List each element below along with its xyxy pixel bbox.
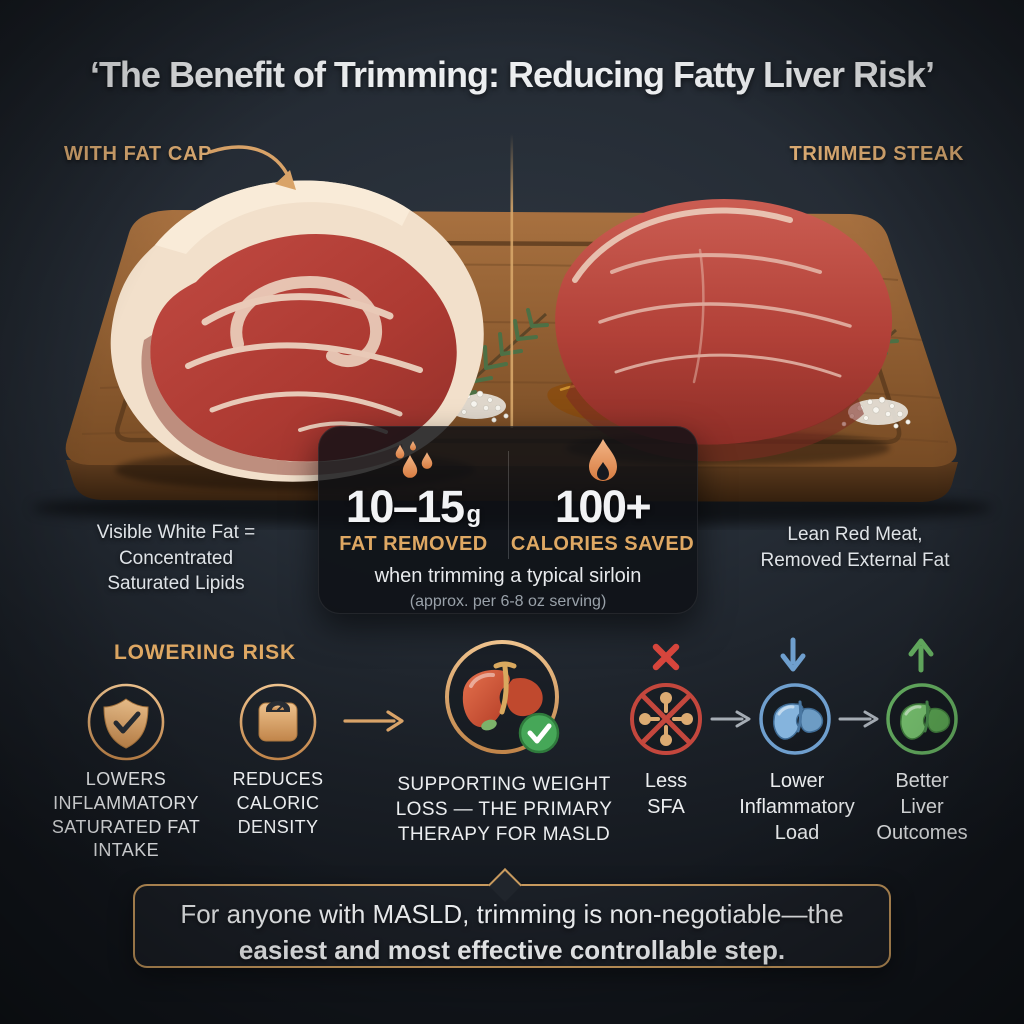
shield-check-icon [87, 683, 165, 761]
stats-subtext: when trimming a typical sirloin [374, 565, 642, 588]
benefit-label-saturated-fat: LOWERS INFLAMMATORY SATURATED FAT INTAKE [51, 769, 201, 861]
scale-icon [239, 683, 317, 761]
callout-line1: For anyone with MASLD, trimming is non-n… [180, 899, 844, 929]
arrow-right-gold-icon [343, 710, 404, 732]
stats-subtext-detail: (approx. per 6-8 oz serving) [409, 593, 607, 611]
no-saturated-fat-icon [630, 683, 702, 755]
down-arrow-icon [780, 637, 806, 672]
calories-saved-value: 100+ [554, 481, 652, 532]
callout-text: For anyone with MASLD, trimming is non-n… [135, 886, 889, 969]
up-arrow-icon [908, 638, 934, 673]
check-badge-icon [518, 712, 560, 754]
droplets-icon [395, 441, 432, 478]
steak-with-fat-cap [110, 180, 484, 490]
stats-card-divider [508, 451, 509, 559]
liver-green-icon [886, 683, 958, 755]
arrow-right-gray-icon [838, 710, 879, 728]
flow-label-less-sfa: Less SFA [644, 770, 688, 818]
stats-card: 10–15 g FAT REMOVED 100+ CALORIES SAVED w… [318, 426, 698, 614]
curved-arrow-icon [208, 145, 296, 190]
steak-photo-scene [32, 134, 992, 526]
right-steak-caption: Lean Red Meat, Removed External Fat [760, 524, 950, 571]
calories-saved-label: CALORIES SAVED [510, 533, 695, 556]
fat-removed-stat: 10–15 g FAT REMOVED [319, 437, 508, 556]
fat-removed-label: FAT REMOVED [339, 533, 488, 556]
x-mark-icon [652, 643, 680, 671]
flame-icon [588, 439, 617, 481]
callout-box: For anyone with MASLD, trimming is non-n… [133, 868, 891, 969]
liver-check-icon [445, 640, 560, 754]
page-title: ‘The Benefit of Trimming: Reducing Fatty… [89, 54, 935, 95]
benefit-label-caloric-density: REDUCES CALORIC DENSITY [232, 769, 324, 837]
left-steak-caption: Visible White Fat = Concentrated Saturat… [96, 522, 256, 595]
calories-saved-stat: 100+ CALORIES SAVED [508, 437, 697, 556]
callout-line2: easiest and most effective controllable … [238, 934, 786, 965]
fat-removed-value: 10–15 g [345, 481, 482, 532]
flow-label-inflammatory-load: Lower Inflammatory Load [739, 770, 855, 844]
lowering-risk-heading: LOWERING RISK [114, 641, 296, 664]
liver-blue-icon [759, 683, 831, 755]
comparison-divider-line [510, 134, 514, 428]
fat-unit: g [466, 501, 482, 528]
label-with-fat-cap: WITH FAT CAP [64, 143, 212, 165]
benefit-label-weight-loss: SUPPORTING WEIGHT LOSS — THE PRIMARY THE… [395, 774, 613, 846]
flow-label-liver-outcomes: Better Liver Outcomes [876, 770, 968, 844]
label-trimmed-steak: TRIMMED STEAK [789, 143, 964, 165]
arrow-right-gray-icon [710, 710, 751, 728]
